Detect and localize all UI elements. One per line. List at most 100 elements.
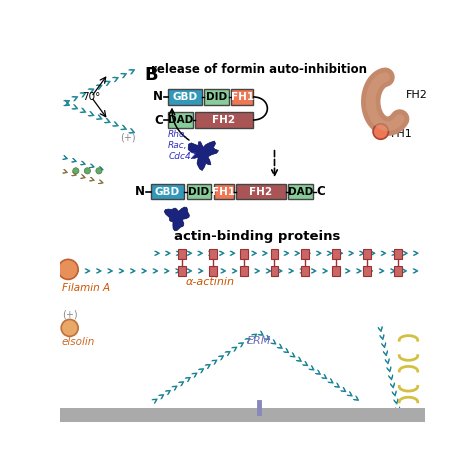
FancyBboxPatch shape	[240, 248, 247, 259]
Polygon shape	[368, 269, 373, 273]
Polygon shape	[370, 251, 375, 255]
Circle shape	[84, 168, 91, 174]
Polygon shape	[273, 251, 278, 255]
Polygon shape	[220, 269, 226, 273]
Polygon shape	[381, 251, 386, 255]
Polygon shape	[112, 77, 118, 82]
Polygon shape	[251, 251, 257, 255]
Polygon shape	[155, 251, 160, 255]
Polygon shape	[198, 369, 204, 373]
Polygon shape	[390, 383, 395, 388]
Polygon shape	[262, 251, 267, 255]
Polygon shape	[356, 269, 362, 273]
FancyBboxPatch shape	[301, 248, 309, 259]
Text: actin-binding proteins: actin-binding proteins	[173, 230, 340, 243]
Ellipse shape	[251, 412, 267, 419]
Text: FH1: FH1	[212, 187, 235, 197]
Polygon shape	[120, 125, 127, 130]
Polygon shape	[382, 342, 386, 348]
Polygon shape	[238, 343, 244, 347]
FancyBboxPatch shape	[214, 184, 234, 200]
Polygon shape	[164, 207, 190, 231]
Text: FH1: FH1	[230, 92, 254, 102]
Polygon shape	[63, 169, 68, 173]
Polygon shape	[152, 399, 157, 403]
Polygon shape	[98, 180, 103, 184]
Polygon shape	[328, 378, 333, 383]
Text: FH1: FH1	[391, 129, 412, 139]
Polygon shape	[390, 269, 395, 273]
Circle shape	[96, 168, 102, 174]
Polygon shape	[112, 121, 118, 127]
Polygon shape	[305, 251, 310, 255]
Polygon shape	[108, 269, 113, 273]
Polygon shape	[327, 251, 332, 255]
FancyBboxPatch shape	[394, 266, 401, 275]
Text: α-actinin: α-actinin	[186, 277, 235, 287]
Text: DAD: DAD	[168, 115, 193, 125]
Polygon shape	[198, 251, 203, 255]
Polygon shape	[98, 166, 103, 171]
Text: DID: DID	[189, 187, 210, 197]
Polygon shape	[277, 269, 283, 273]
Polygon shape	[387, 366, 391, 372]
Polygon shape	[379, 269, 384, 273]
FancyBboxPatch shape	[363, 248, 371, 259]
Polygon shape	[85, 269, 90, 273]
Polygon shape	[345, 269, 350, 273]
Text: ERM: ERM	[247, 337, 271, 346]
FancyBboxPatch shape	[178, 266, 186, 275]
FancyBboxPatch shape	[187, 184, 211, 200]
Polygon shape	[394, 399, 398, 404]
Polygon shape	[90, 177, 94, 181]
Polygon shape	[198, 269, 203, 273]
Polygon shape	[191, 373, 197, 378]
Polygon shape	[119, 269, 124, 273]
Polygon shape	[187, 251, 192, 255]
Circle shape	[73, 168, 79, 174]
FancyBboxPatch shape	[195, 112, 253, 128]
Polygon shape	[141, 269, 147, 273]
Polygon shape	[219, 251, 224, 255]
Polygon shape	[81, 174, 86, 179]
Polygon shape	[383, 350, 388, 356]
Polygon shape	[290, 353, 295, 357]
Polygon shape	[243, 269, 248, 273]
Polygon shape	[413, 269, 418, 273]
Polygon shape	[264, 335, 270, 340]
Polygon shape	[211, 360, 217, 365]
Text: Filamin A: Filamin A	[62, 283, 110, 293]
FancyBboxPatch shape	[178, 248, 186, 259]
Polygon shape	[334, 383, 340, 388]
Polygon shape	[413, 251, 419, 255]
Polygon shape	[72, 96, 78, 101]
Polygon shape	[88, 111, 94, 116]
Polygon shape	[130, 269, 136, 273]
Text: C: C	[154, 113, 163, 127]
Text: GBD: GBD	[173, 92, 198, 102]
Text: DAD: DAD	[288, 187, 313, 197]
Polygon shape	[232, 269, 237, 273]
Polygon shape	[255, 269, 260, 273]
Circle shape	[61, 319, 78, 337]
Polygon shape	[392, 391, 396, 396]
Polygon shape	[63, 155, 68, 160]
FancyBboxPatch shape	[231, 89, 253, 105]
Polygon shape	[96, 115, 102, 119]
Text: N: N	[135, 185, 145, 198]
Polygon shape	[218, 356, 224, 360]
Polygon shape	[309, 365, 314, 370]
Polygon shape	[266, 269, 271, 273]
Text: elsolin: elsolin	[62, 337, 95, 347]
Polygon shape	[334, 269, 339, 273]
FancyBboxPatch shape	[168, 112, 193, 128]
Polygon shape	[120, 73, 127, 78]
Polygon shape	[245, 338, 250, 343]
FancyBboxPatch shape	[332, 266, 340, 275]
Polygon shape	[389, 374, 393, 380]
Polygon shape	[392, 251, 397, 255]
Polygon shape	[401, 269, 407, 273]
Polygon shape	[294, 251, 300, 255]
Text: GBD: GBD	[155, 187, 180, 197]
FancyBboxPatch shape	[240, 266, 247, 275]
